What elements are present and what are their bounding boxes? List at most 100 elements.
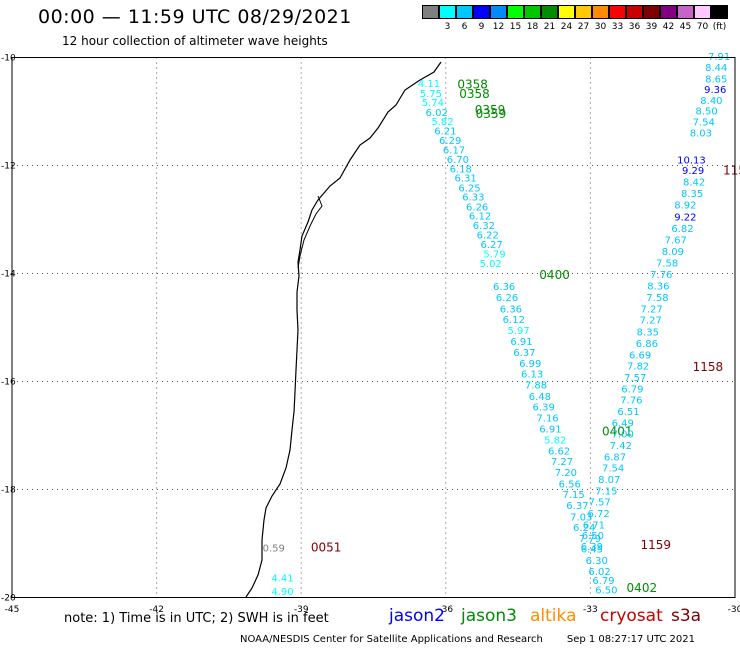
- wave-height-value: 7.15: [562, 490, 584, 501]
- wave-height-value: 8.40: [700, 96, 722, 107]
- page-subtitle: 12 hour collection of altimeter wave hei…: [62, 34, 328, 48]
- wave-height-value: 6.70: [447, 155, 469, 166]
- axis-tick-labels: -45 -42 -39 -36 -33 -30 -10 -12 -14 -16 -18 -20: [1, 54, 740, 616]
- wave-height-value: 5.74: [422, 98, 444, 109]
- wave-height-value: 10.13: [677, 155, 706, 166]
- color-swatch: [575, 5, 592, 19]
- wave-height-value: 4.41: [271, 573, 293, 584]
- satellite-legend-s3a: s3a: [671, 606, 702, 626]
- wave-height-value: 5.82: [431, 117, 453, 128]
- pass-time-label: 1159: [641, 538, 672, 552]
- graticule: [12, 57, 735, 598]
- wave-height-value: 6.12: [469, 212, 491, 223]
- pass-time-label: 0359: [475, 103, 506, 117]
- wave-height-value: 5.97: [507, 326, 529, 337]
- color-scale-label: 18: [526, 22, 539, 32]
- wave-height-value: 6.39: [533, 403, 555, 414]
- longitude-tick-label: -45: [5, 605, 20, 615]
- color-scale-label: 36: [628, 22, 641, 32]
- color-scale-label: 70: [696, 22, 709, 32]
- wave-height-value: 6.17: [443, 146, 465, 157]
- wave-height-value: 6.91: [539, 424, 561, 435]
- wave-height-value: 7.67: [665, 235, 687, 246]
- wave-height-value: 7.58: [646, 293, 668, 304]
- wave-height-value: 7.76: [650, 270, 672, 281]
- wave-height-value: 7.76: [620, 396, 642, 407]
- wave-height-value: 7.15: [595, 486, 617, 497]
- wave-height-value: 6.26: [496, 293, 518, 304]
- wave-height-value: 6.69: [629, 350, 651, 361]
- wave-height-value: 6.30: [586, 556, 608, 567]
- wave-height-value: 6.82: [671, 224, 693, 235]
- wave-height-value: 4.11: [418, 79, 440, 90]
- footer-note: note: 1) Time is in UTC; 2) SWH is in fe…: [64, 611, 329, 626]
- color-swatch: [422, 5, 439, 19]
- longitude-tick-label: -39: [294, 605, 309, 615]
- wave-height-value: 6.21: [434, 127, 456, 138]
- color-scale-label: 6: [461, 22, 468, 32]
- wave-height-value: 6.39: [581, 542, 603, 553]
- wave-height-value: 9.29: [682, 166, 704, 177]
- wave-height-value: 6.79: [592, 576, 614, 587]
- wave-height-value: 8.09: [662, 247, 684, 258]
- wave-height-value: 6.25: [458, 183, 480, 194]
- longitude-tick-label: -30: [728, 605, 740, 615]
- wave-height-value: 6.37: [513, 348, 535, 359]
- wave-height-value: 8.42: [683, 177, 705, 188]
- wave-height-value: 7.27: [640, 316, 662, 327]
- wave-height-value: 7.42: [610, 441, 632, 452]
- wave-height-value: 8.35: [637, 328, 659, 339]
- wave-height-value: 6.13: [521, 370, 543, 381]
- wave-height-value: 6.49: [612, 418, 634, 429]
- coastline: [245, 61, 442, 598]
- satellite-legend-altika: altika: [530, 606, 577, 626]
- color-scale-label: 30: [594, 22, 607, 32]
- wave-height-value: 9.22: [674, 213, 696, 224]
- wave-height-value: 6.22: [477, 230, 499, 241]
- wave-height-value: 6.31: [454, 174, 476, 185]
- wave-height-value: 6.02: [588, 567, 610, 578]
- wave-height-value: 6.36: [500, 304, 522, 315]
- latitude-tick-label: -18: [1, 486, 16, 496]
- satellite-legend-jason3: jason3: [461, 606, 517, 626]
- color-scale-label: 15: [509, 22, 522, 32]
- wave-height-value: 6.29: [439, 136, 461, 147]
- coastline-inlet: [297, 195, 323, 269]
- pass-time-label: 0358: [457, 77, 488, 91]
- color-swatch: [609, 5, 626, 19]
- pass-time-label: 0358: [459, 87, 490, 101]
- generated-timestamp: Sep 1 08:27:17 UTC 2021: [566, 634, 695, 645]
- wave-height-value: 6.45: [581, 545, 603, 556]
- color-swatch: [524, 5, 541, 19]
- color-swatch: [711, 5, 728, 19]
- longitude-tick-label: -33: [583, 605, 598, 615]
- wave-height-value: 8.65: [705, 74, 727, 85]
- credit-line: NOAA/NESDIS Center for Satellite Applica…: [240, 634, 695, 645]
- color-scale-label: 21: [543, 22, 556, 32]
- wave-height-value: 6.91: [510, 337, 532, 348]
- wave-height-value: 6.02: [426, 108, 448, 119]
- longitude-tick-label: -36: [438, 605, 453, 615]
- color-scale-label: 3: [444, 22, 451, 32]
- wave-height-value: 6.37: [566, 501, 588, 512]
- color-scale-label: (ft): [712, 22, 727, 32]
- pass-time-label: 0400: [539, 268, 570, 282]
- color-swatch: [660, 5, 677, 19]
- color-scale-label: 12: [492, 22, 505, 32]
- wave-height-value: 5.75: [420, 89, 442, 100]
- page-title: 00:00 — 11:59 UTC 08/29/2021: [38, 6, 352, 28]
- wave-height-value: 6.12: [503, 315, 525, 326]
- wave-height-value: 7.88: [525, 381, 547, 392]
- wave-height-value: 8.36: [647, 282, 669, 293]
- wave-height-value: 5.79: [483, 249, 505, 260]
- pass-time-label: 1158: [693, 360, 724, 374]
- color-scale-label: 33: [611, 22, 624, 32]
- wave-height-value: 4.90: [271, 587, 293, 598]
- wave-height-value: 6.27: [481, 240, 503, 251]
- color-swatch: [626, 5, 643, 19]
- wave-height-value: 6.50: [582, 531, 604, 542]
- map-frame: [11, 57, 736, 598]
- color-swatch: [473, 5, 490, 19]
